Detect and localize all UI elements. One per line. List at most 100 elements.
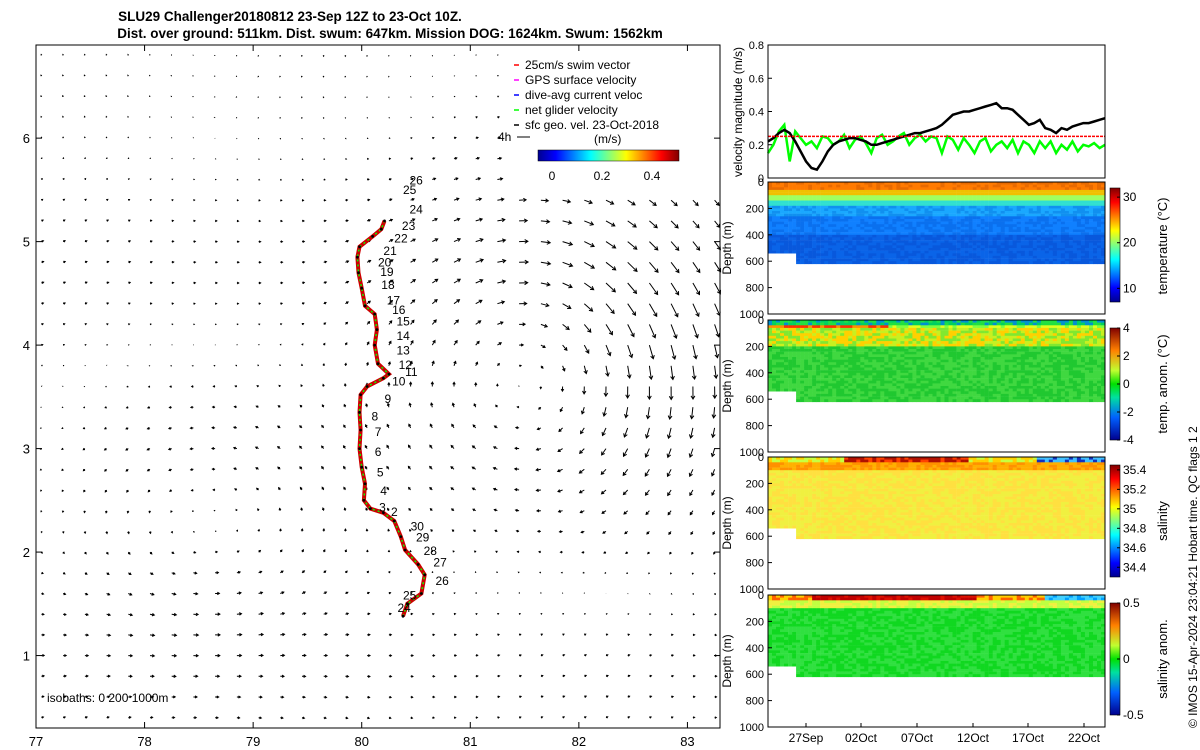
section-cell <box>920 253 925 257</box>
current-arrow <box>627 303 637 317</box>
section-cell <box>844 192 849 196</box>
current-arrow <box>277 405 281 408</box>
section-cell <box>820 346 825 350</box>
section-cell <box>864 250 869 254</box>
section-cell <box>848 346 853 350</box>
day-label: 24 <box>410 203 424 217</box>
section-cell <box>856 346 861 350</box>
section-cell <box>904 343 909 347</box>
section-cell <box>856 341 861 344</box>
section-cell <box>1060 192 1066 196</box>
section-cell <box>912 255 917 259</box>
section-cell <box>928 234 933 238</box>
current-arrow <box>492 487 498 491</box>
section-cell <box>816 393 821 397</box>
current-arrow <box>106 281 110 285</box>
section-cell <box>1089 213 1094 217</box>
section-cell <box>1068 211 1074 214</box>
section-cell <box>1093 261 1098 265</box>
section-cell <box>940 221 945 225</box>
section-cell <box>1048 255 1054 259</box>
section-cell <box>784 372 789 376</box>
section-cell <box>868 203 873 206</box>
section-cell <box>852 187 857 191</box>
section-cell <box>1068 226 1074 230</box>
section-cell <box>976 245 981 249</box>
section-cell <box>900 224 905 228</box>
section-cell <box>836 234 841 238</box>
section-cell <box>824 351 829 355</box>
section-cell <box>1052 258 1058 262</box>
section-cell <box>800 338 805 342</box>
current-arrow <box>366 591 371 595</box>
current-arrow <box>105 531 109 535</box>
section-cell <box>1093 245 1098 249</box>
section-cell <box>824 354 829 358</box>
section-cell <box>908 184 913 188</box>
section-cell <box>848 205 853 209</box>
section-cell <box>848 203 853 206</box>
section-cell <box>872 367 877 371</box>
section-cell <box>804 213 809 217</box>
section-cell <box>1101 211 1106 214</box>
section-cell <box>840 258 845 262</box>
section-cell <box>840 195 845 199</box>
section-cell <box>800 242 805 246</box>
section-cell <box>784 333 789 337</box>
current-arrow <box>125 406 129 409</box>
section-cell <box>772 386 777 389</box>
current-arrow <box>558 530 563 534</box>
section-cell <box>828 320 833 323</box>
section-cell <box>876 349 881 352</box>
current-arrow <box>432 157 436 160</box>
track-point <box>387 372 391 376</box>
current-arrow <box>344 117 347 119</box>
current-arrow <box>215 219 218 223</box>
section-cell <box>900 232 905 236</box>
section-cell <box>860 250 865 254</box>
section-cell <box>800 253 805 257</box>
section-cell <box>892 375 897 379</box>
section-cell <box>816 234 821 238</box>
section-cell <box>772 375 777 379</box>
section-cell <box>888 229 893 233</box>
section-cell <box>1032 208 1038 212</box>
current-arrow <box>128 592 133 596</box>
section-cell <box>848 253 853 257</box>
section-cell <box>772 248 777 251</box>
section-cell <box>848 248 853 251</box>
section-cell <box>848 197 853 201</box>
section-cell <box>848 362 853 366</box>
section-cell <box>860 200 865 204</box>
y-tick-label: 800 <box>746 283 764 295</box>
section-cell <box>832 197 837 201</box>
section-cell <box>1060 219 1066 222</box>
current-arrow <box>258 549 262 553</box>
section-cell <box>812 383 817 387</box>
section-cell <box>928 393 933 397</box>
section-cell <box>888 343 893 347</box>
section-cell <box>1060 250 1066 254</box>
section-cell <box>984 258 989 262</box>
section-cell <box>780 229 785 233</box>
section-cell <box>960 224 965 228</box>
section-cell <box>968 195 973 199</box>
section-cell <box>788 219 793 222</box>
section-cell <box>812 335 817 339</box>
section-cell <box>928 327 933 331</box>
section-cell <box>848 232 853 236</box>
current-arrow <box>299 486 303 491</box>
section-cell <box>1008 258 1013 262</box>
section-cell <box>772 182 777 185</box>
section-cell <box>808 343 813 347</box>
section-cell <box>1028 184 1034 188</box>
section-cell <box>952 248 957 251</box>
section-cell <box>936 189 941 193</box>
section-cell <box>992 200 997 204</box>
section-cell <box>976 242 981 246</box>
section-cell <box>980 255 985 259</box>
section-cell <box>1032 242 1038 246</box>
section-cell <box>800 351 805 355</box>
section-cell <box>1016 203 1021 206</box>
section-cell <box>864 258 869 262</box>
